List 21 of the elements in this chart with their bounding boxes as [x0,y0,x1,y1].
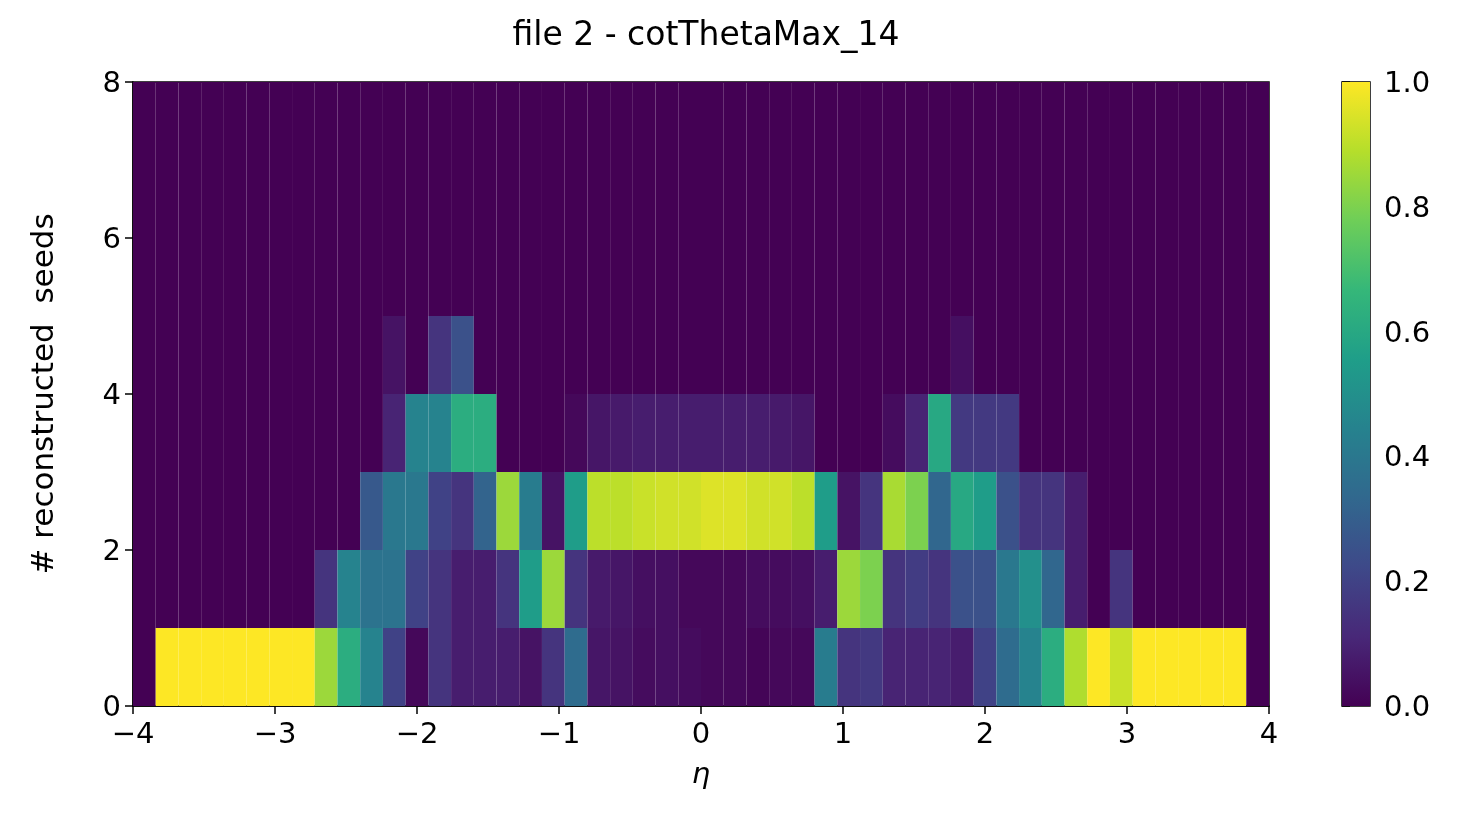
x-tick-label: 4 [1259,715,1279,750]
x-tick-label: 1 [833,715,853,750]
x-tick-label: −3 [253,715,297,750]
y-tick-label: 4 [102,377,121,411]
x-tick-label: 3 [1117,715,1137,750]
x-axis-title: η [691,755,711,790]
color-bar-label: 0.6 [1384,314,1431,349]
y-tick-label: 6 [102,221,121,255]
x-tick-label: −1 [537,715,581,750]
x-tick-label: −2 [395,715,439,750]
y-tick-label: 8 [102,65,121,99]
color-bar-label: 0.2 [1384,564,1431,599]
x-tick-label: 2 [975,715,995,750]
color-bar-label: 0.4 [1384,439,1431,474]
y-axis-title: # reconstructed seeds [23,213,60,575]
chart-title: file 2 - cotThetaMax_14 [512,14,900,53]
color-bar-label: 0.8 [1384,189,1431,224]
color-bar-label: 1.0 [1384,65,1431,99]
y-tick-label: 2 [102,533,121,567]
x-tick-label: 0 [691,715,711,750]
color-bar-label: 0.0 [1384,689,1431,723]
